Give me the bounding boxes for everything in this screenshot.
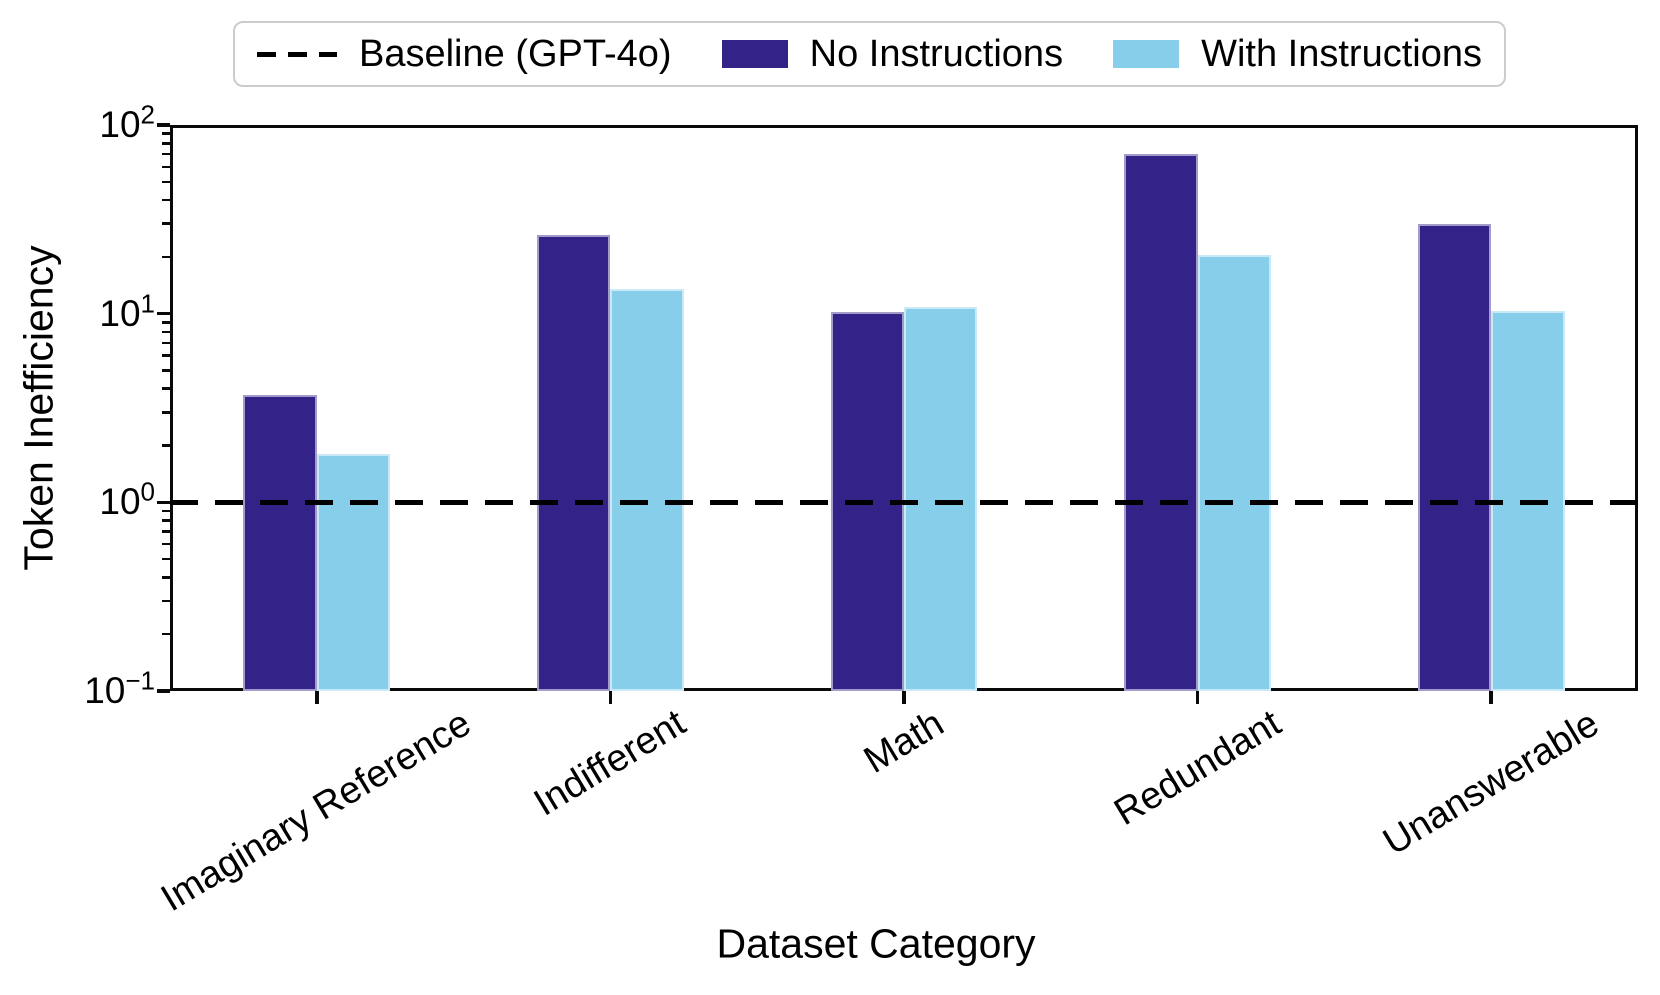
y-major-tick	[157, 500, 170, 505]
bar-with-instructions-indifferent	[610, 289, 684, 691]
y-tick-label: 101	[99, 288, 155, 334]
y-minor-tick	[162, 387, 170, 390]
y-minor-tick	[162, 576, 170, 579]
y-tick-label: 100	[99, 477, 155, 523]
y-minor-tick	[162, 222, 170, 225]
legend-item-with-instructions: With Instructions	[1113, 33, 1482, 76]
legend-label-baseline: Baseline (GPT-4o)	[359, 32, 672, 75]
bar-no-instructions-indifferent	[537, 235, 611, 691]
legend-item-baseline: Baseline (GPT-4o)	[257, 33, 672, 76]
x-tick-label-unanswerable: Unanswerable	[1375, 702, 1606, 864]
y-minor-tick	[162, 509, 170, 513]
y-axis-title: Token Inefficiency	[15, 245, 62, 571]
legend-item-no-instructions: No Instructions	[721, 32, 1064, 76]
bar-with-instructions-imaginary-reference	[316, 454, 391, 691]
y-minor-tick	[162, 165, 170, 169]
y-minor-tick	[162, 557, 170, 561]
x-tick	[608, 691, 613, 704]
y-major-tick	[157, 689, 170, 693]
y-minor-tick	[162, 444, 170, 447]
bar-with-instructions-math	[904, 306, 978, 691]
bar-with-instructions-redundant	[1197, 255, 1271, 691]
y-minor-tick	[162, 599, 170, 603]
bar-no-instructions-imaginary-reference	[243, 395, 317, 691]
x-tick-label-imaginary-reference: Imaginary Reference	[154, 702, 479, 920]
y-minor-tick	[162, 369, 170, 372]
y-minor-tick	[162, 530, 170, 533]
baseline-dashed-line	[170, 499, 1638, 505]
dashed-line-swatch	[257, 51, 337, 57]
no-instructions-swatch	[721, 40, 788, 68]
y-minor-tick	[162, 354, 170, 357]
y-minor-tick	[162, 255, 170, 259]
y-tick-label: 102	[99, 99, 155, 145]
y-minor-tick	[162, 142, 170, 145]
chart-legend: Baseline (GPT-4o) No Instructions With I…	[233, 21, 1506, 87]
y-minor-tick	[162, 330, 170, 334]
x-tick	[315, 691, 319, 704]
x-tick-label-redundant: Redundant	[1106, 702, 1288, 834]
y-minor-tick	[162, 632, 170, 636]
bar-no-instructions-redundant	[1124, 154, 1198, 691]
x-tick	[1489, 691, 1493, 704]
x-tick-label-indifferent: Indifferent	[527, 701, 694, 825]
y-minor-tick	[162, 132, 170, 135]
y-major-tick	[157, 123, 170, 127]
y-minor-tick	[162, 198, 170, 202]
y-minor-tick	[162, 180, 170, 184]
y-minor-tick	[162, 341, 170, 345]
bar-no-instructions-unanswerable	[1417, 223, 1492, 691]
y-major-tick	[157, 311, 170, 316]
legend-label-with-instructions: With Instructions	[1201, 32, 1482, 75]
y-minor-tick	[162, 542, 170, 546]
y-minor-tick	[162, 321, 170, 324]
x-axis-title: Dataset Category	[716, 920, 1036, 967]
with-instructions-swatch	[1113, 40, 1180, 68]
y-minor-tick	[162, 411, 170, 414]
y-minor-tick	[162, 152, 170, 156]
legend-label-no-instructions: No Instructions	[809, 32, 1064, 75]
x-tick	[1195, 691, 1200, 704]
y-tick-label: 10−1	[84, 665, 155, 711]
x-tick-label-math: Math	[856, 701, 952, 782]
x-tick	[902, 691, 906, 704]
y-minor-tick	[162, 519, 170, 522]
